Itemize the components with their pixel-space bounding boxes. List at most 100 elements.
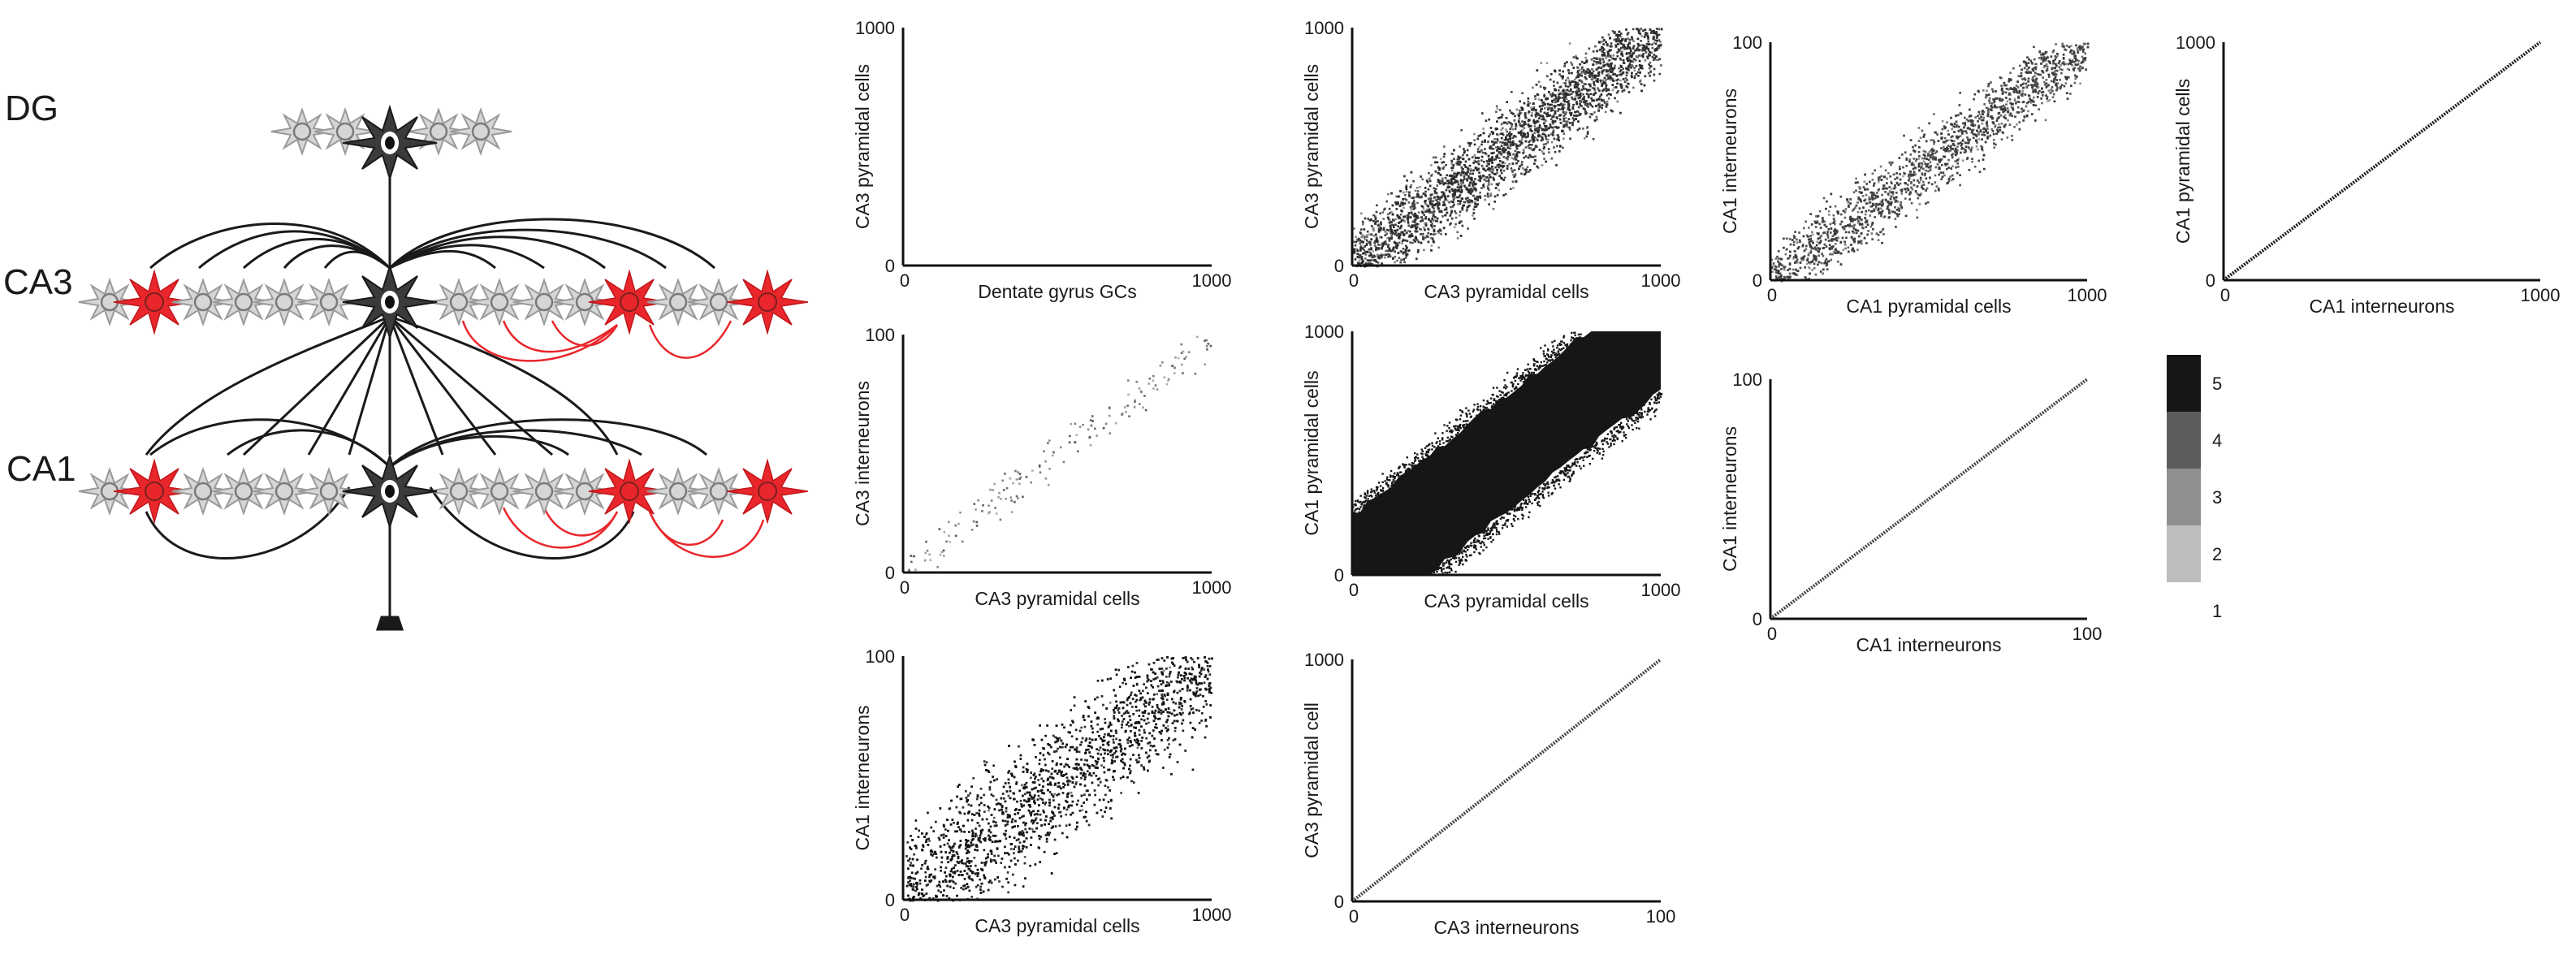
data-point xyxy=(1384,256,1386,259)
data-point xyxy=(1628,38,1632,41)
data-point xyxy=(1471,200,1473,202)
data-point xyxy=(1482,175,1485,178)
data-point xyxy=(1525,168,1528,171)
data-point xyxy=(1450,222,1452,225)
data-point xyxy=(1431,223,1433,225)
data-point xyxy=(1420,216,1423,218)
data-point xyxy=(1547,108,1549,111)
data-point xyxy=(1583,95,1585,98)
data-point xyxy=(1496,169,1498,171)
data-point xyxy=(1524,116,1528,119)
data-point xyxy=(1450,179,1453,182)
data-point xyxy=(1628,45,1631,49)
data-point xyxy=(1584,103,1587,106)
ca3-cell-row xyxy=(77,266,809,339)
data-point xyxy=(1614,86,1618,89)
data-point xyxy=(1480,149,1483,152)
data-point xyxy=(1400,201,1403,204)
data-point xyxy=(1554,112,1557,115)
data-point xyxy=(1610,93,1612,96)
data-point xyxy=(1377,248,1380,251)
data-point xyxy=(1421,178,1424,181)
data-point xyxy=(1450,163,1453,166)
data-point xyxy=(1432,240,1435,242)
data-point xyxy=(1378,225,1381,227)
data-point xyxy=(1518,115,1520,117)
data-point xyxy=(1595,115,1598,119)
data-point xyxy=(1478,145,1480,149)
data-point xyxy=(1545,113,1548,115)
data-point xyxy=(1626,86,1629,89)
data-point xyxy=(1538,105,1541,108)
data-point xyxy=(1361,261,1364,264)
data-point xyxy=(1514,149,1517,153)
data-point xyxy=(1616,100,1619,103)
data-point xyxy=(1549,126,1552,128)
data-point xyxy=(1589,93,1593,96)
data-point xyxy=(1495,105,1498,108)
data-point xyxy=(1441,179,1444,183)
data-point xyxy=(1440,196,1442,199)
data-point xyxy=(1474,157,1477,159)
data-point xyxy=(1498,146,1501,149)
data-point xyxy=(1637,49,1640,52)
data-point xyxy=(1577,73,1580,76)
excitatory-connections xyxy=(145,171,715,631)
data-point xyxy=(1557,126,1560,129)
data-point xyxy=(1403,215,1405,218)
data-point xyxy=(1614,44,1618,46)
data-point xyxy=(1492,172,1495,175)
data-point xyxy=(1545,137,1548,140)
data-point xyxy=(1584,88,1588,91)
data-point xyxy=(1619,36,1623,38)
data-point xyxy=(1411,241,1414,244)
data-point xyxy=(1433,197,1435,199)
data-point xyxy=(1628,64,1631,67)
data-point xyxy=(1532,149,1535,152)
data-point xyxy=(1489,127,1493,129)
data-point xyxy=(1546,141,1549,144)
data-point xyxy=(1459,214,1461,217)
data-point xyxy=(1450,222,1452,225)
data-point xyxy=(1377,223,1380,226)
data-point xyxy=(1633,67,1636,69)
data-point xyxy=(1558,73,1561,76)
data-point xyxy=(1360,212,1363,215)
data-point xyxy=(1507,120,1511,123)
data-point xyxy=(1579,99,1581,102)
data-point xyxy=(1389,255,1392,258)
y-axis-label: CA3 pyramidal cells xyxy=(852,64,873,229)
data-point xyxy=(1551,100,1554,102)
data-point xyxy=(1442,166,1446,168)
data-point xyxy=(1567,71,1571,75)
data-point xyxy=(1564,82,1567,84)
data-point xyxy=(1606,44,1609,47)
data-point xyxy=(1375,248,1377,252)
data-point xyxy=(1488,169,1491,171)
data-point xyxy=(1386,237,1389,240)
data-point xyxy=(1633,75,1636,78)
data-point xyxy=(1440,232,1442,236)
data-point xyxy=(1610,65,1613,67)
data-point xyxy=(1655,55,1658,58)
data-point xyxy=(1568,126,1571,129)
data-point xyxy=(1463,148,1465,150)
data-point xyxy=(1551,120,1554,123)
data-point xyxy=(1472,182,1476,184)
data-point xyxy=(1398,241,1401,244)
data-point xyxy=(1539,110,1542,113)
data-point xyxy=(1550,157,1554,160)
data-point xyxy=(1364,253,1368,256)
data-point xyxy=(1589,104,1593,106)
data-point xyxy=(1443,208,1446,211)
data-point xyxy=(1640,40,1642,42)
data-point xyxy=(1535,84,1538,86)
data-point xyxy=(1400,231,1403,234)
data-point xyxy=(1513,175,1515,178)
data-point xyxy=(1650,51,1653,54)
data-point xyxy=(1574,95,1577,97)
data-point xyxy=(1457,155,1459,158)
data-point xyxy=(1438,203,1441,206)
data-point xyxy=(1500,136,1503,140)
data-point xyxy=(1584,56,1587,59)
